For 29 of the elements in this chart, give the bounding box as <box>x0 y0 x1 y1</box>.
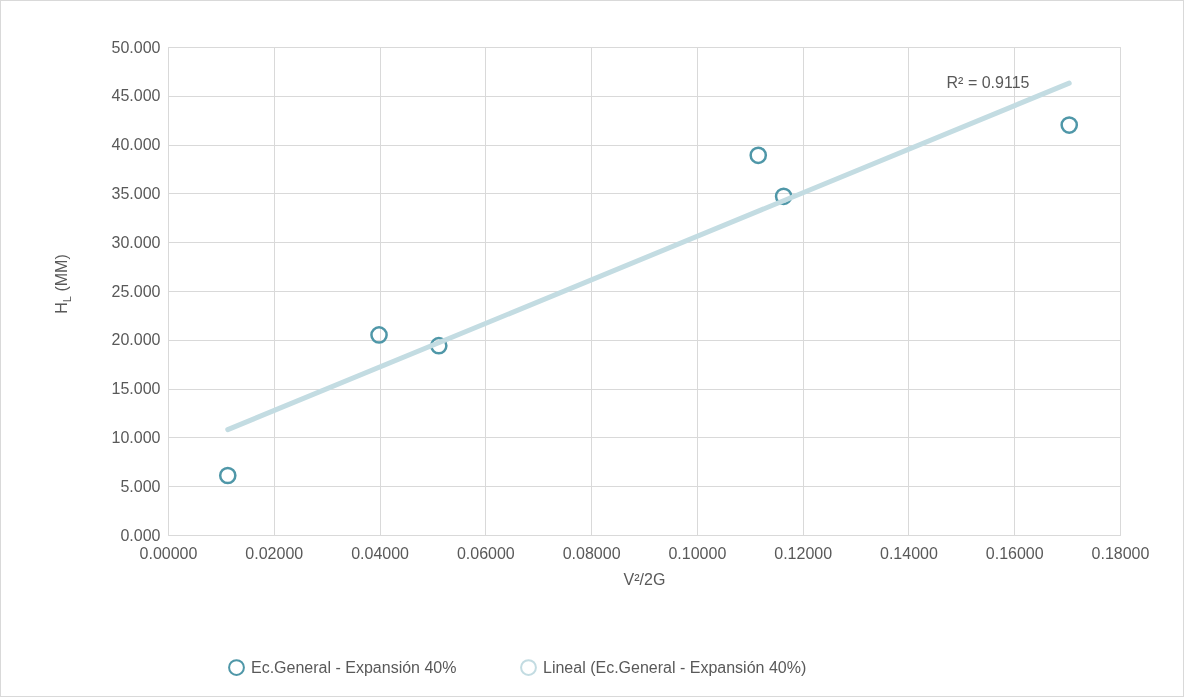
x-tick-label: 0.02000 <box>245 544 304 562</box>
y-tick-label: 40.000 <box>111 136 161 154</box>
x-axis-title: V²/2G <box>623 570 666 588</box>
x-tick-label: 0.08000 <box>562 544 621 562</box>
y-tick-label: 10.000 <box>111 428 161 446</box>
x-tick-label: 0.10000 <box>668 544 727 562</box>
y-tick-label: 0.000 <box>120 526 161 544</box>
legend-label: Lineal (Ec.General - Expansión 40%) <box>543 658 807 676</box>
x-tick-label: 0.18000 <box>1091 544 1150 562</box>
x-tick-label: 0.16000 <box>985 544 1044 562</box>
y-tick-label: 50.000 <box>111 38 161 56</box>
y-tick-label: 45.000 <box>111 87 161 105</box>
y-tick-label: 20.000 <box>111 331 161 349</box>
y-tick-label: 35.000 <box>111 184 161 202</box>
x-tick-label: 0.04000 <box>351 544 410 562</box>
y-tick-label: 30.000 <box>111 233 161 251</box>
annotation: R² = 0.9115 <box>946 74 1030 91</box>
legend-label: Ec.General - Expansión 40% <box>251 658 457 676</box>
x-tick-label: 0.14000 <box>880 544 938 562</box>
point <box>370 326 388 344</box>
point <box>1060 116 1079 134</box>
point <box>749 146 768 165</box>
point <box>218 466 237 485</box>
x-tick-label: 0.00000 <box>139 544 198 562</box>
x-tick-label: 0.06000 <box>456 544 515 562</box>
x-tick-label: 0.12000 <box>774 544 833 562</box>
y-tick-label: 5.000 <box>120 477 161 495</box>
y-tick-label: 15.000 <box>111 380 161 398</box>
y-tick-label: 25.000 <box>111 282 161 300</box>
